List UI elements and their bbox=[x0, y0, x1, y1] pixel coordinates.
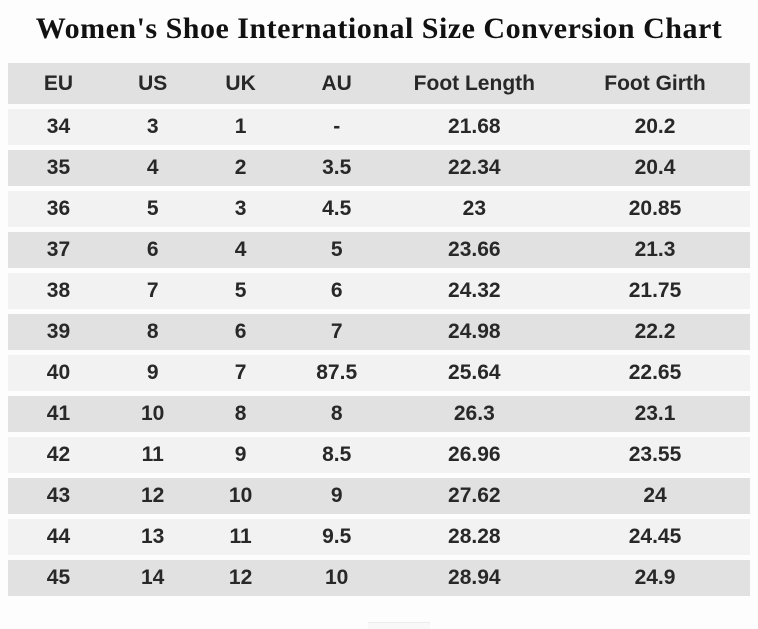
cell-foot-girth: 24.9 bbox=[634, 566, 676, 589]
cell-us: 14 bbox=[141, 566, 165, 589]
cell-uk: 3 bbox=[234, 197, 247, 220]
cell-uk: 2 bbox=[234, 156, 247, 179]
cell-foot-length: 26.96 bbox=[448, 443, 501, 466]
cell-foot-length: 26.3 bbox=[453, 402, 495, 425]
bottom-edge-artifact bbox=[368, 622, 430, 629]
table-row: 41 10 8 8 26.3 23.1 bbox=[8, 396, 750, 432]
cell-au: 9.5 bbox=[322, 525, 352, 548]
cell-foot-length: 28.28 bbox=[448, 525, 501, 548]
cell-uk: 6 bbox=[234, 320, 247, 343]
cell-uk: 1 bbox=[234, 115, 247, 138]
cell-foot-length: 25.64 bbox=[448, 361, 501, 384]
cell-us: 7 bbox=[146, 279, 159, 302]
cell-au: 4.5 bbox=[322, 197, 352, 220]
column-header-uk: UK bbox=[225, 71, 256, 95]
cell-au: 3.5 bbox=[322, 156, 352, 179]
header-row: EU US UK AU Foot Length Foot Girth bbox=[8, 63, 750, 104]
cell-eu: 35 bbox=[46, 156, 71, 179]
cell-au: 7 bbox=[330, 320, 343, 343]
table-row: 43 12 10 9 27.62 24 bbox=[8, 478, 750, 514]
cell-au: 10 bbox=[325, 566, 349, 589]
cell-eu: 40 bbox=[46, 361, 71, 384]
column-header-au: AU bbox=[321, 71, 352, 95]
cell-eu: 36 bbox=[46, 197, 71, 220]
cell-uk: 12 bbox=[228, 566, 253, 589]
table-row: 37 6 4 5 23.66 21.3 bbox=[8, 232, 750, 268]
cell-us: 9 bbox=[146, 361, 159, 384]
cell-us: 4 bbox=[146, 156, 159, 179]
cell-us: 5 bbox=[146, 197, 159, 220]
cell-uk: 11 bbox=[229, 525, 252, 548]
column-header-foot-girth: Foot Girth bbox=[604, 71, 706, 95]
cell-foot-girth: 20.85 bbox=[628, 197, 682, 220]
cell-eu: 42 bbox=[46, 443, 71, 466]
cell-foot-length: 24.98 bbox=[448, 320, 501, 343]
cell-foot-girth: 22.2 bbox=[634, 320, 676, 343]
cell-au: - bbox=[333, 115, 341, 138]
cell-foot-girth: 23.1 bbox=[634, 402, 676, 425]
cell-us: 10 bbox=[141, 402, 165, 425]
table-row: 35 4 2 3.5 22.34 20.4 bbox=[8, 150, 750, 186]
cell-us: 8 bbox=[146, 320, 159, 343]
cell-foot-girth: 21.3 bbox=[634, 238, 676, 261]
cell-foot-length: 23 bbox=[462, 197, 486, 220]
cell-us: 12 bbox=[141, 484, 165, 507]
table-header: EU US UK AU Foot Length Foot Girth bbox=[8, 63, 750, 104]
table-body: 34 3 1-21.68 20.2 35 4 2 3.5 22.34 20.4 36 5 3 4.5 23 2… bbox=[8, 109, 750, 596]
cell-au: 87.5 bbox=[316, 361, 358, 384]
cell-us: 6 bbox=[146, 238, 159, 261]
cell-eu: 43 bbox=[46, 484, 71, 507]
cell-uk: 10 bbox=[228, 484, 253, 507]
cell-uk: 5 bbox=[234, 279, 247, 302]
cell-foot-length: 23.66 bbox=[448, 238, 501, 261]
cell-eu: 39 bbox=[46, 320, 71, 343]
cell-foot-girth: 23.55 bbox=[628, 443, 682, 466]
column-header-foot-length: Foot Length bbox=[413, 71, 535, 95]
table-row: 39 8 6 7 24.98 22.2 bbox=[8, 314, 750, 350]
cell-au: 8 bbox=[330, 402, 343, 425]
cell-foot-girth: 24 bbox=[643, 484, 667, 507]
cell-uk: 9 bbox=[234, 443, 247, 466]
table-row: 44 13 11 9.5 28.28 24.45 bbox=[8, 519, 750, 555]
table-row: 34 3 1 - 21.68 20.2 bbox=[8, 109, 750, 145]
cell-foot-length: 28.94 bbox=[448, 566, 501, 589]
cell-foot-length: 24.32 bbox=[448, 279, 501, 302]
cell-foot-girth: 21.75 bbox=[628, 279, 682, 302]
cell-au: 8.5 bbox=[322, 443, 352, 466]
cell-foot-girth: 22.65 bbox=[628, 361, 682, 384]
cell-us: 3 bbox=[146, 115, 159, 138]
cell-foot-length: 22.34 bbox=[448, 156, 501, 179]
table-row: 42 11 9 8.5 26.96 23.55 bbox=[8, 437, 750, 473]
cell-uk: 7 bbox=[234, 361, 247, 384]
table-row: 36 5 3 4.5 23 20.85 bbox=[8, 191, 750, 227]
cell-eu: 44 bbox=[46, 525, 71, 548]
column-header-eu: EU bbox=[43, 71, 74, 95]
cell-foot-length: 27.62 bbox=[448, 484, 501, 507]
cell-uk: 8 bbox=[234, 402, 247, 425]
cell-eu: 45 bbox=[46, 566, 71, 589]
cell-foot-girth: 20.2 bbox=[634, 115, 676, 138]
cell-foot-length: 21.68 bbox=[448, 115, 501, 138]
cell-uk: 4 bbox=[234, 238, 247, 261]
cell-eu: 41 bbox=[46, 402, 71, 425]
table-row: 38 7 5 6 24.32 21.75 bbox=[8, 273, 750, 309]
cell-foot-girth: 24.45 bbox=[628, 525, 682, 548]
cell-foot-girth: 20.4 bbox=[634, 156, 676, 179]
cell-eu: 37 bbox=[46, 238, 71, 261]
cell-au: 6 bbox=[330, 279, 343, 302]
cell-au: 9 bbox=[330, 484, 343, 507]
table-row: 45 14 12 10 28.94 24.9 bbox=[8, 560, 750, 596]
cell-au: 5 bbox=[330, 238, 343, 261]
size-conversion-table: EU US UK AU Foot Length Foot Girth 34 3 1-… bbox=[8, 58, 750, 601]
chart-title: Women's Shoe International Size Conversi… bbox=[35, 12, 723, 45]
column-header-us: US bbox=[138, 71, 168, 95]
cell-us: 11 bbox=[141, 443, 164, 466]
cell-eu: 38 bbox=[46, 279, 71, 302]
cell-eu: 34 bbox=[46, 115, 71, 138]
cell-us: 13 bbox=[141, 525, 165, 548]
table-row: 40 9 7 87.5 25.64 22.65 bbox=[8, 355, 750, 391]
